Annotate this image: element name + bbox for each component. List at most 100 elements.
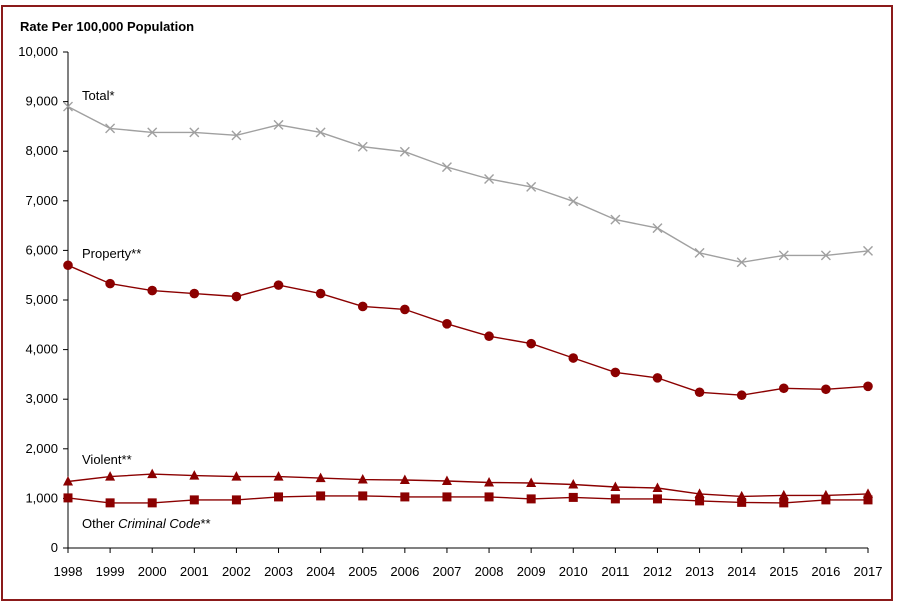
data-point-total <box>736 257 747 268</box>
series-line-total <box>67 105 869 264</box>
data-point-total <box>484 173 495 184</box>
data-point-property <box>105 278 115 289</box>
data-point-property <box>821 384 831 395</box>
data-point-other-criminal-code <box>695 496 705 506</box>
data-point-other-criminal-code <box>526 494 536 504</box>
series-label-property: Property** <box>82 246 141 261</box>
data-point-property <box>273 280 284 290</box>
data-point-violent <box>694 488 705 498</box>
data-point-violent <box>189 470 200 480</box>
data-point-other-criminal-code <box>316 491 326 501</box>
y-tick-label: 0 <box>51 540 58 555</box>
series-total <box>63 101 873 268</box>
x-tick-label: 2015 <box>769 564 798 579</box>
data-point-total <box>105 123 116 134</box>
data-point-other-criminal-code <box>63 493 73 503</box>
data-point-property <box>442 319 452 329</box>
data-point-violent <box>568 479 579 489</box>
data-point-property <box>147 285 158 296</box>
x-tick-label: 2010 <box>559 564 588 579</box>
series-line-violent <box>67 473 869 498</box>
data-point-property <box>484 331 494 342</box>
series-labels: Total* Property** Violent** Other Criminal … <box>82 88 211 531</box>
data-point-property <box>610 367 621 378</box>
data-point-property <box>863 381 873 392</box>
data-point-other-criminal-code <box>189 495 199 505</box>
chart-frame <box>1 5 893 601</box>
data-point-violent <box>105 471 116 481</box>
x-tick-label: 2016 <box>811 564 840 579</box>
data-point-violent <box>484 477 495 487</box>
y-tick-label: 5,000 <box>25 292 58 307</box>
data-point-other-criminal-code <box>568 492 578 502</box>
series-property <box>63 260 873 401</box>
data-point-violent <box>273 471 284 481</box>
data-point-total <box>315 127 326 138</box>
data-point-property <box>400 304 410 315</box>
data-point-other-criminal-code <box>274 492 284 502</box>
data-point-total <box>231 130 242 141</box>
x-tick-label: 2007 <box>432 564 461 579</box>
data-point-property <box>189 288 200 299</box>
series-line-other-criminal-code <box>67 495 868 504</box>
data-point-total <box>526 181 537 192</box>
data-point-other-criminal-code <box>400 492 410 502</box>
data-point-violent <box>399 474 410 485</box>
chart-title: Rate Per 100,000 Population <box>20 19 194 34</box>
x-tick-label: 2009 <box>517 564 546 579</box>
x-tick-label: 2014 <box>727 564 756 579</box>
y-tick-label: 6,000 <box>25 242 58 257</box>
data-point-violent <box>147 468 158 479</box>
data-point-total <box>568 196 579 207</box>
data-point-other-criminal-code <box>652 494 662 504</box>
x-tick-label: 2012 <box>643 564 672 579</box>
data-point-other-criminal-code <box>105 498 115 508</box>
data-point-other-criminal-code <box>231 495 241 505</box>
data-point-total <box>399 146 410 157</box>
data-point-property <box>778 383 789 394</box>
x-tick-label: 2003 <box>264 564 293 579</box>
x-tick-label: 1999 <box>96 564 125 579</box>
y-tick-label: 10,000 <box>18 44 58 59</box>
x-tick-label: 2000 <box>138 564 167 579</box>
data-point-violent <box>610 481 621 491</box>
y-tick-label: 1,000 <box>25 490 58 505</box>
axes: 0 1,000 2,000 3,000 4,000 5,000 6,000 7,000 8,00… <box>18 44 882 579</box>
data-point-violent <box>315 472 326 483</box>
data-point-other-criminal-code <box>779 498 789 508</box>
data-point-total <box>357 141 368 152</box>
data-point-other-criminal-code <box>442 492 452 502</box>
y-tick-label: 9,000 <box>25 94 58 109</box>
data-point-violent <box>441 475 452 486</box>
y-tick-label: 7,000 <box>25 193 58 208</box>
x-tick-label: 2017 <box>854 564 883 579</box>
data-point-total <box>147 127 158 138</box>
y-tick-label: 8,000 <box>25 143 58 158</box>
data-point-total <box>189 127 200 138</box>
x-tick-label: 2006 <box>390 564 419 579</box>
data-point-property <box>357 301 368 312</box>
x-tick-label: 1998 <box>54 564 83 579</box>
data-point-violent <box>778 489 789 500</box>
x-tick-label: 2011 <box>601 564 629 579</box>
x-tick-label: 2004 <box>306 564 335 579</box>
data-point-violent <box>652 482 663 492</box>
data-point-property <box>231 291 242 302</box>
data-point-other-criminal-code <box>358 491 368 501</box>
series-label-violent: Violent** <box>82 452 132 467</box>
series-other-criminal-code <box>63 491 873 508</box>
data-point-violent <box>526 477 537 488</box>
data-point-property <box>526 338 536 349</box>
data-point-total <box>273 119 284 130</box>
series-violent <box>63 468 873 501</box>
y-tick-label: 4,000 <box>25 342 58 357</box>
data-point-property <box>568 353 579 363</box>
x-tick-label: 2013 <box>685 564 714 579</box>
series-line-property <box>67 264 869 396</box>
data-point-total <box>778 250 789 261</box>
series-layer <box>63 101 873 508</box>
data-point-other-criminal-code <box>484 492 494 502</box>
data-point-other-criminal-code <box>610 494 620 504</box>
data-point-other-criminal-code <box>863 495 873 505</box>
